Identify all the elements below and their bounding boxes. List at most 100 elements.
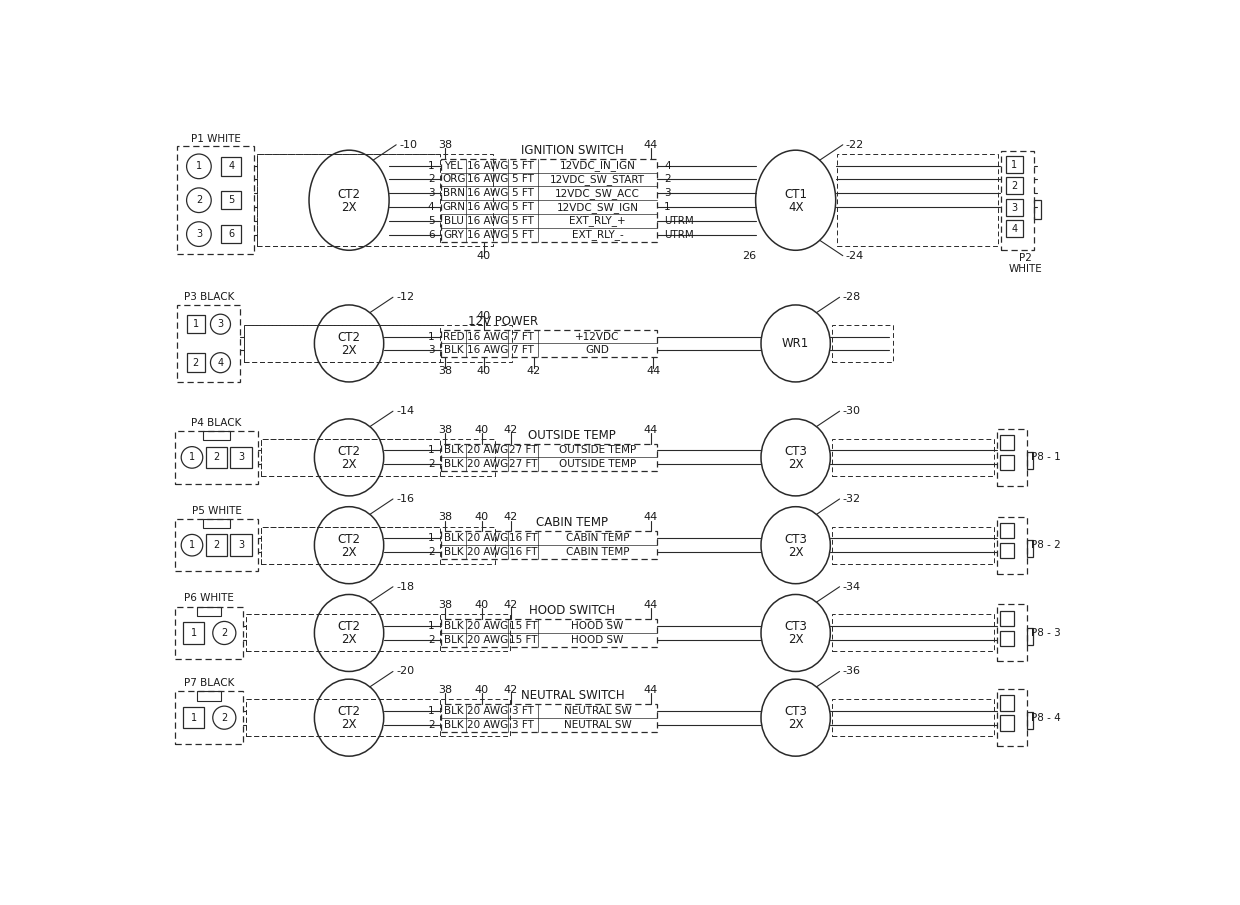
Text: 2: 2 bbox=[213, 452, 219, 462]
Text: 3: 3 bbox=[428, 188, 434, 198]
Text: 3: 3 bbox=[663, 188, 671, 198]
Circle shape bbox=[213, 622, 236, 644]
Text: 40: 40 bbox=[475, 512, 489, 522]
Text: +12VDC: +12VDC bbox=[575, 331, 620, 341]
Text: 5: 5 bbox=[428, 216, 434, 226]
Text: BRN: BRN bbox=[443, 188, 465, 198]
Ellipse shape bbox=[315, 305, 383, 382]
Bar bbox=[262, 439, 440, 476]
Text: 5: 5 bbox=[228, 195, 234, 205]
Text: EXT_RLY_+: EXT_RLY_+ bbox=[569, 215, 626, 226]
Bar bbox=[1006, 177, 1023, 194]
Text: 3: 3 bbox=[428, 346, 434, 356]
Text: 42: 42 bbox=[503, 685, 518, 695]
Bar bbox=[175, 691, 243, 744]
Bar bbox=[1006, 199, 1023, 215]
Text: 26: 26 bbox=[743, 251, 756, 261]
Text: 2X: 2X bbox=[341, 718, 357, 731]
Bar bbox=[441, 704, 657, 731]
Bar bbox=[1001, 523, 1014, 538]
Text: 2: 2 bbox=[221, 712, 227, 723]
Text: CABIN TEMP: CABIN TEMP bbox=[565, 533, 629, 543]
Text: CT3: CT3 bbox=[784, 444, 807, 458]
Bar bbox=[1001, 435, 1014, 451]
Text: 2: 2 bbox=[1011, 181, 1018, 191]
Bar bbox=[258, 154, 440, 246]
Text: 40: 40 bbox=[475, 600, 489, 610]
Text: 16 AWG: 16 AWG bbox=[466, 346, 508, 356]
Text: 1: 1 bbox=[428, 445, 434, 455]
Text: 40: 40 bbox=[476, 367, 491, 376]
Text: CABIN TEMP: CABIN TEMP bbox=[565, 548, 629, 557]
Bar bbox=[1027, 539, 1033, 557]
Text: 1: 1 bbox=[191, 712, 197, 723]
Text: CT2: CT2 bbox=[337, 705, 361, 718]
Bar bbox=[258, 154, 494, 246]
Text: BLK: BLK bbox=[444, 548, 464, 557]
Text: -34: -34 bbox=[843, 582, 861, 592]
Bar bbox=[262, 527, 495, 564]
Bar bbox=[1027, 627, 1033, 644]
Text: NEUTRAL SW: NEUTRAL SW bbox=[563, 706, 631, 716]
Bar bbox=[262, 527, 440, 564]
Bar bbox=[1001, 715, 1014, 730]
Text: 2X: 2X bbox=[787, 634, 804, 646]
Text: 1: 1 bbox=[188, 452, 195, 462]
Text: GND: GND bbox=[585, 346, 609, 356]
Ellipse shape bbox=[761, 595, 831, 672]
Text: 2: 2 bbox=[428, 635, 434, 645]
Text: -28: -28 bbox=[843, 292, 861, 302]
Bar bbox=[262, 439, 495, 476]
Bar bbox=[197, 691, 221, 700]
Text: -30: -30 bbox=[843, 406, 861, 416]
Bar bbox=[175, 606, 243, 659]
Bar bbox=[1006, 220, 1023, 237]
Text: 15 FT: 15 FT bbox=[508, 635, 537, 645]
Bar bbox=[441, 329, 657, 357]
Text: 2: 2 bbox=[196, 195, 202, 205]
Text: 16 AWG: 16 AWG bbox=[466, 230, 508, 240]
Text: BLK: BLK bbox=[444, 706, 464, 716]
Text: 1: 1 bbox=[428, 621, 434, 631]
Text: OUTSIDE TEMP: OUTSIDE TEMP bbox=[528, 429, 616, 442]
Bar bbox=[832, 700, 994, 736]
Bar bbox=[1034, 200, 1042, 219]
Text: 2: 2 bbox=[428, 719, 434, 729]
Text: 12VDC_SW_ACC: 12VDC_SW_ACC bbox=[556, 188, 640, 199]
Bar bbox=[197, 606, 221, 616]
Text: 38: 38 bbox=[438, 512, 453, 522]
Bar bbox=[221, 191, 242, 209]
Text: CT3: CT3 bbox=[784, 532, 807, 546]
Bar bbox=[1001, 543, 1014, 558]
Text: 4: 4 bbox=[1012, 224, 1017, 234]
Text: 12VDC_SW_START: 12VDC_SW_START bbox=[549, 174, 645, 185]
Bar bbox=[177, 305, 241, 382]
Text: 20 AWG: 20 AWG bbox=[466, 621, 508, 631]
Text: 1: 1 bbox=[192, 319, 198, 329]
Bar bbox=[441, 443, 657, 472]
Text: 44: 44 bbox=[646, 367, 661, 376]
Ellipse shape bbox=[761, 305, 831, 382]
Bar bbox=[177, 147, 254, 254]
Text: YEL: YEL bbox=[444, 160, 463, 170]
Circle shape bbox=[186, 154, 211, 178]
Text: 4X: 4X bbox=[787, 201, 804, 214]
Text: 7 FT: 7 FT bbox=[512, 346, 534, 356]
Text: 2X: 2X bbox=[787, 546, 804, 558]
Text: 42: 42 bbox=[503, 512, 518, 522]
Bar bbox=[243, 325, 512, 362]
Text: 44: 44 bbox=[644, 512, 658, 522]
Text: 3: 3 bbox=[238, 540, 244, 550]
Text: -24: -24 bbox=[846, 251, 864, 261]
Text: 42: 42 bbox=[527, 367, 541, 376]
Text: 5 FT: 5 FT bbox=[512, 216, 534, 226]
Text: 20 AWG: 20 AWG bbox=[466, 460, 508, 470]
Text: 16 AWG: 16 AWG bbox=[466, 216, 508, 226]
Text: BLK: BLK bbox=[444, 460, 464, 470]
Text: 44: 44 bbox=[644, 139, 658, 150]
Circle shape bbox=[186, 222, 211, 246]
Text: 16 AWG: 16 AWG bbox=[466, 331, 508, 341]
Text: 2X: 2X bbox=[787, 718, 804, 731]
Bar bbox=[231, 535, 252, 556]
Text: P7 BLACK: P7 BLACK bbox=[184, 678, 234, 688]
